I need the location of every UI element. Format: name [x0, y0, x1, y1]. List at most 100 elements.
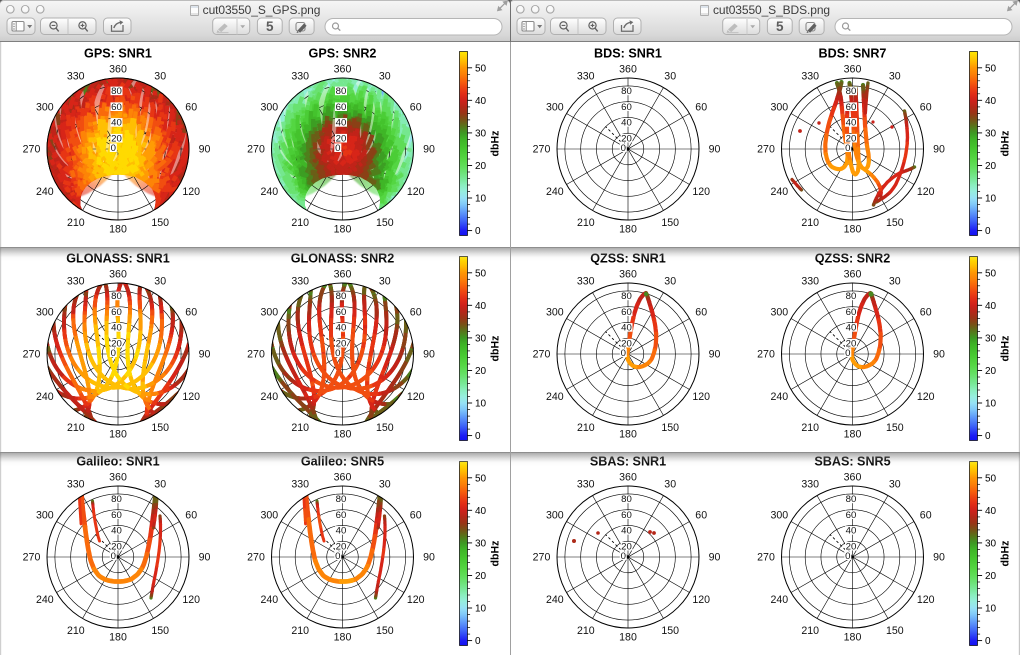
svg-text:30: 30	[664, 70, 676, 82]
svg-text:150: 150	[376, 422, 394, 434]
svg-text:20: 20	[475, 571, 487, 582]
svg-text:20: 20	[111, 541, 122, 552]
svg-text:240: 240	[770, 186, 788, 198]
svg-text:40: 40	[846, 118, 857, 129]
svg-text:60: 60	[621, 307, 632, 318]
svg-text:60: 60	[695, 306, 707, 318]
svg-text:80: 80	[111, 86, 122, 97]
svg-text:120: 120	[407, 594, 425, 606]
svg-text:40: 40	[985, 506, 997, 517]
svg-text:80: 80	[336, 291, 347, 302]
svg-text:10: 10	[985, 604, 997, 615]
svg-text:30: 30	[154, 275, 166, 287]
svg-text:240: 240	[546, 186, 564, 198]
svg-text:50: 50	[985, 473, 997, 484]
svg-text:120: 120	[182, 186, 200, 198]
svg-text:210: 210	[577, 625, 595, 637]
svg-text:40: 40	[475, 96, 487, 107]
svg-text:60: 60	[846, 102, 857, 113]
svg-text:90: 90	[423, 144, 435, 156]
svg-text:20: 20	[336, 133, 347, 144]
svg-text:0: 0	[335, 551, 340, 562]
svg-text:30: 30	[379, 70, 391, 82]
svg-text:180: 180	[619, 224, 637, 236]
svg-text:150: 150	[661, 625, 679, 637]
svg-text:270: 270	[757, 349, 775, 361]
svg-text:300: 300	[770, 306, 788, 318]
svg-text:60: 60	[846, 510, 857, 521]
svg-text:150: 150	[886, 422, 904, 434]
svg-text:30: 30	[154, 478, 166, 490]
svg-text:270: 270	[23, 144, 41, 156]
svg-text:270: 270	[533, 144, 551, 156]
svg-text:210: 210	[291, 422, 309, 434]
svg-text:240: 240	[260, 391, 278, 403]
svg-text:40: 40	[111, 118, 122, 129]
svg-text:30: 30	[475, 333, 487, 344]
svg-text:360: 360	[334, 472, 352, 484]
svg-text:330: 330	[577, 70, 595, 82]
svg-text:270: 270	[533, 552, 551, 564]
svg-text:40: 40	[846, 526, 857, 537]
svg-text:120: 120	[407, 391, 425, 403]
svg-text:30: 30	[475, 128, 487, 139]
svg-text:360: 360	[109, 472, 127, 484]
svg-text:20: 20	[846, 133, 857, 144]
svg-text:90: 90	[709, 144, 721, 156]
svg-text:60: 60	[695, 509, 707, 521]
svg-text:60: 60	[111, 307, 122, 318]
svg-text:180: 180	[109, 429, 127, 441]
svg-text:300: 300	[770, 509, 788, 521]
svg-text:210: 210	[67, 422, 85, 434]
svg-text:0: 0	[475, 636, 481, 647]
svg-text:30: 30	[889, 478, 901, 490]
svg-text:30: 30	[379, 275, 391, 287]
svg-text:90: 90	[933, 144, 945, 156]
svg-text:10: 10	[985, 399, 997, 410]
svg-text:10: 10	[475, 399, 487, 410]
svg-text:300: 300	[546, 306, 564, 318]
svg-text:210: 210	[67, 625, 85, 637]
svg-text:40: 40	[621, 323, 632, 334]
svg-text:300: 300	[260, 306, 278, 318]
svg-text:360: 360	[619, 269, 637, 281]
svg-text:300: 300	[546, 101, 564, 113]
svg-text:0: 0	[475, 226, 481, 237]
svg-text:150: 150	[151, 625, 169, 637]
svg-text:150: 150	[661, 422, 679, 434]
svg-text:50: 50	[475, 473, 487, 484]
svg-text:300: 300	[546, 509, 564, 521]
svg-text:80: 80	[846, 86, 857, 97]
svg-text:60: 60	[185, 101, 197, 113]
svg-text:BDS: SNR1: BDS: SNR1	[594, 47, 662, 61]
svg-text:0: 0	[621, 551, 626, 562]
svg-text:20: 20	[111, 338, 122, 349]
svg-text:210: 210	[577, 422, 595, 434]
svg-text:0: 0	[335, 348, 340, 359]
svg-text:270: 270	[247, 144, 265, 156]
svg-text:330: 330	[291, 478, 309, 490]
svg-text:180: 180	[334, 632, 352, 644]
svg-text:300: 300	[36, 306, 54, 318]
svg-text:180: 180	[844, 632, 862, 644]
svg-text:20: 20	[846, 338, 857, 349]
svg-text:150: 150	[151, 422, 169, 434]
svg-text:10: 10	[475, 194, 487, 205]
svg-text:30: 30	[664, 478, 676, 490]
svg-text:180: 180	[619, 429, 637, 441]
svg-text:240: 240	[770, 391, 788, 403]
svg-text:90: 90	[423, 552, 435, 564]
svg-text:180: 180	[334, 429, 352, 441]
svg-text:360: 360	[844, 64, 862, 76]
svg-text:180: 180	[619, 632, 637, 644]
svg-text:180: 180	[844, 224, 862, 236]
svg-text:240: 240	[770, 594, 788, 606]
svg-text:80: 80	[621, 86, 632, 97]
svg-text:180: 180	[109, 224, 127, 236]
svg-text:150: 150	[376, 217, 394, 229]
svg-text:40: 40	[985, 96, 997, 107]
svg-text:0: 0	[621, 143, 626, 154]
svg-text:240: 240	[546, 391, 564, 403]
svg-text:50: 50	[985, 268, 997, 279]
svg-text:40: 40	[336, 526, 347, 537]
